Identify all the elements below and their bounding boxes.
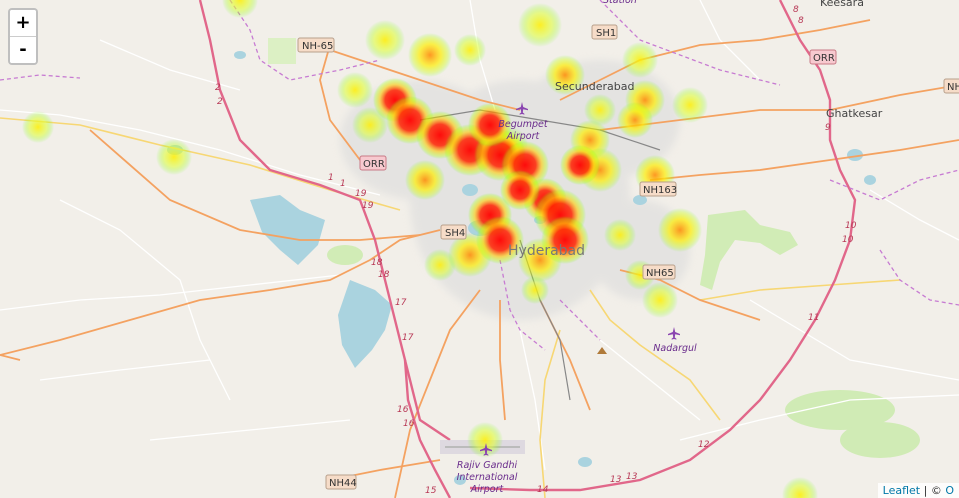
shield-nh163: NH163 (639, 181, 677, 197)
svg-text:NH163: NH163 (643, 185, 677, 196)
label-hyderabad: Hyderabad (508, 243, 585, 259)
attribution-separator: | © (920, 484, 946, 497)
svg-text:8: 8 (798, 16, 804, 26)
svg-text:16: 16 (403, 419, 415, 429)
shield-orr-west: ORR (359, 155, 387, 171)
svg-text:19: 19 (362, 201, 374, 211)
svg-text:19: 19 (355, 189, 367, 199)
label-station: Station (603, 0, 637, 6)
shield-nh65-west: NH-65 (297, 37, 335, 53)
shield-sh4: SH4 (440, 224, 467, 240)
nadargul-airport-icon (668, 327, 680, 340)
svg-text:SH4: SH4 (445, 228, 465, 239)
outer-ring-road (198, 0, 857, 498)
svg-text:18: 18 (371, 258, 383, 268)
svg-text:13: 13 (626, 472, 638, 482)
svg-text:ORR: ORR (813, 53, 835, 64)
rgia-airport-icon (480, 443, 492, 456)
svg-text:NH: NH (947, 82, 959, 93)
svg-text:13: 13 (610, 475, 622, 485)
zoom-control: + - (8, 8, 38, 65)
shield-nh44: NH44 (325, 474, 357, 490)
svg-text:10: 10 (845, 221, 857, 231)
svg-text:SH1: SH1 (596, 28, 616, 39)
svg-text:NH44: NH44 (329, 478, 357, 489)
svg-text:2: 2 (217, 97, 223, 107)
leaflet-link[interactable]: Leaflet (882, 484, 921, 497)
svg-text:12: 12 (698, 440, 710, 450)
svg-text:NH-65: NH-65 (302, 41, 333, 52)
label-ghatkesar: Ghatkesar (826, 107, 883, 120)
svg-text:ORR: ORR (363, 159, 385, 170)
heatmap-layer (22, 0, 818, 498)
label-rgia-3: Airport (470, 484, 505, 495)
label-rgia-1: Rajiv Gandhi (457, 460, 518, 471)
svg-text:17: 17 (402, 333, 414, 343)
park (268, 38, 920, 458)
svg-text:11: 11 (808, 313, 819, 323)
label-begumpet-1: Begumpet (498, 119, 549, 130)
trunk-roads (0, 19, 959, 498)
label-rgia-2: International (457, 472, 518, 483)
route-numbers: 8 8 2 2 1 1 19 19 9 18 18 17 17 10 10 11… (215, 5, 857, 496)
boundary (0, 0, 959, 351)
svg-text:17: 17 (395, 298, 407, 308)
svg-text:10: 10 (842, 235, 854, 245)
minor-roads (0, 0, 959, 471)
begumpet-airport-icon (516, 102, 528, 115)
label-keesara: Keesara (820, 0, 864, 9)
zoom-in-button[interactable]: + (10, 10, 36, 37)
svg-text:1: 1 (340, 179, 346, 189)
label-nadargul: Nadargul (653, 343, 697, 354)
label-begumpet-2: Airport (506, 131, 541, 142)
zoom-out-button[interactable]: - (10, 37, 36, 63)
svg-text:8: 8 (793, 5, 799, 15)
peak-icon (597, 347, 607, 354)
svg-text:1: 1 (328, 173, 334, 183)
osm-link[interactable]: O (945, 484, 954, 497)
attribution: Leaflet | © O (877, 483, 959, 498)
svg-text:15: 15 (425, 486, 437, 496)
svg-text:NH65: NH65 (646, 268, 674, 279)
svg-text:9: 9 (825, 123, 831, 133)
svg-text:2: 2 (215, 83, 221, 93)
svg-text:18: 18 (378, 270, 390, 280)
shield-nh65-south: NH65 (642, 264, 676, 280)
shield-sh1: SH1 (591, 24, 618, 40)
svg-text:16: 16 (397, 405, 409, 415)
shield-orr-east: ORR (809, 49, 837, 65)
label-secunderabad: Secunderabad (555, 80, 634, 93)
svg-text:14: 14 (537, 485, 549, 495)
shield-nh-edge: NH (943, 78, 959, 94)
